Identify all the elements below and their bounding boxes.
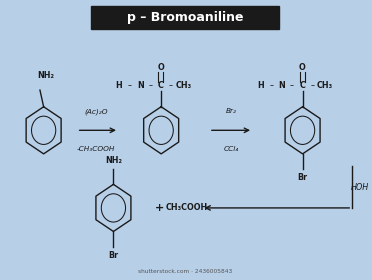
Text: N: N	[137, 81, 144, 90]
Text: C: C	[158, 81, 164, 90]
Text: H: H	[257, 81, 264, 90]
Text: –: –	[290, 81, 294, 90]
Text: shutterstock.com · 2436005843: shutterstock.com · 2436005843	[138, 269, 232, 274]
Text: +: +	[155, 203, 164, 213]
Text: (Ac)₂O: (Ac)₂O	[84, 108, 108, 115]
Text: –: –	[169, 81, 173, 90]
Text: H: H	[116, 81, 122, 90]
Text: N: N	[278, 81, 285, 90]
Text: –: –	[269, 81, 273, 90]
FancyBboxPatch shape	[92, 6, 279, 29]
Text: HOH: HOH	[350, 183, 369, 192]
Text: –: –	[148, 81, 153, 90]
Text: –: –	[311, 81, 314, 90]
Text: NH₂: NH₂	[105, 156, 122, 165]
Text: CH₃: CH₃	[317, 81, 333, 90]
Text: Br: Br	[108, 251, 118, 260]
Text: Br: Br	[298, 173, 308, 182]
Text: CH₃COOH: CH₃COOH	[166, 203, 208, 213]
Text: O: O	[157, 64, 164, 73]
Text: C: C	[299, 81, 305, 90]
Text: p – Bromoaniline: p – Bromoaniline	[127, 11, 243, 24]
Text: O: O	[299, 64, 305, 73]
Text: –: –	[128, 81, 132, 90]
Text: CCl₄: CCl₄	[224, 146, 239, 152]
Text: CH₃: CH₃	[175, 81, 191, 90]
Text: NH₂: NH₂	[37, 71, 54, 80]
Text: Br₂: Br₂	[226, 108, 237, 115]
Text: -CH₃COOH: -CH₃COOH	[77, 146, 115, 152]
